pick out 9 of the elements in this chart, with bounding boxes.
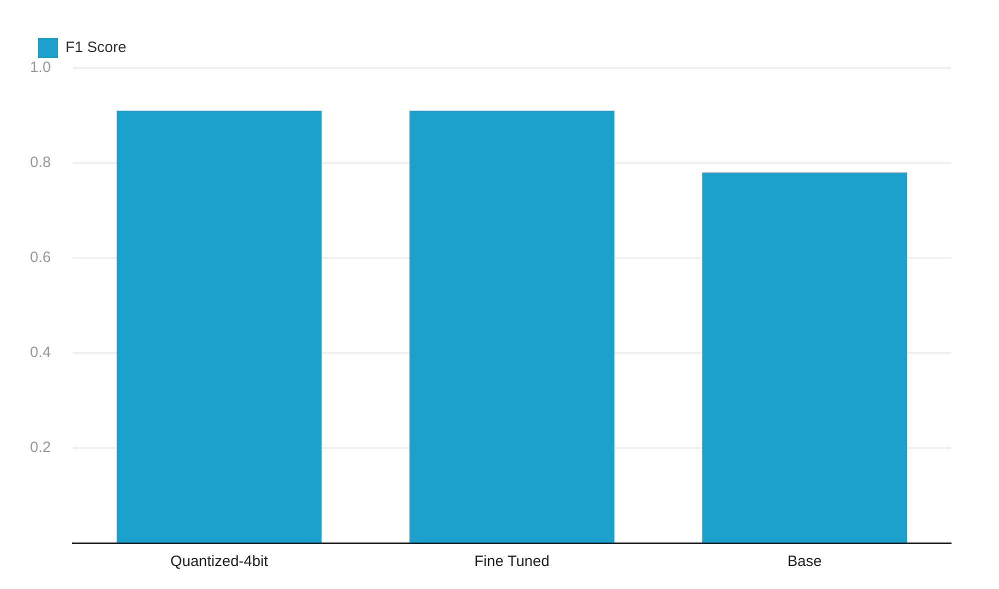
x-tick-label: Base bbox=[788, 553, 822, 570]
y-tick-label: 0.8 bbox=[30, 154, 51, 172]
y-tick-label: 1.0 bbox=[30, 59, 51, 76]
y-tick-label: 0.4 bbox=[30, 344, 51, 362]
y-tick-label: 0.6 bbox=[30, 249, 51, 266]
legend-label: F1 Score bbox=[66, 39, 126, 56]
x-tick-label: Quantized-4bit bbox=[170, 553, 269, 570]
y-tick-label: 0.2 bbox=[30, 439, 51, 456]
x-tick-label: Fine Tuned bbox=[474, 553, 550, 570]
